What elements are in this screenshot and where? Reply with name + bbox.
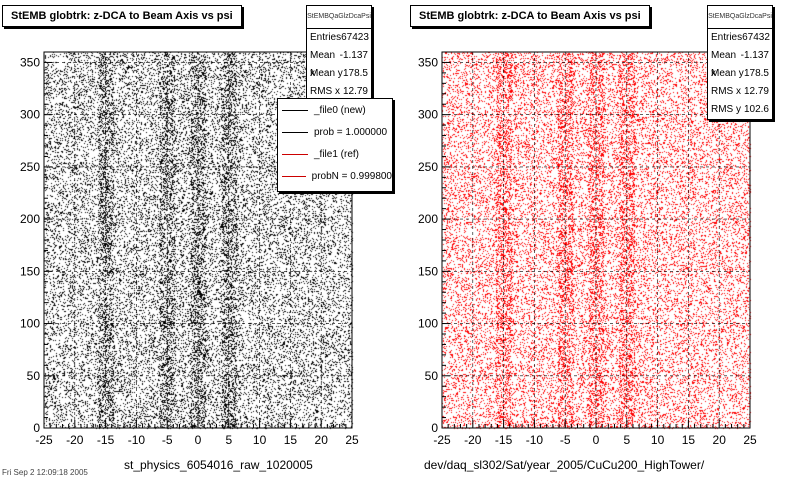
x-tick-label: 0 xyxy=(195,433,202,447)
x-tick-label: 0 xyxy=(593,433,600,447)
y-tick-label: 100 xyxy=(418,317,438,331)
x-tick-label: -10 xyxy=(128,433,146,447)
y-tick-label: 200 xyxy=(418,212,438,226)
x-tick-label: 15 xyxy=(682,433,696,447)
right-stats-box: StEMBQaGlzDcaPsi Entries 67432 Mean x -1.1… xyxy=(707,5,773,120)
left-stats-box: StEMBQaGlzDcaPsi Entries 67423 Mean x -1.1… xyxy=(306,5,372,102)
x-tick-label: -15 xyxy=(495,433,513,447)
legend-entry: _file1 (ref) xyxy=(278,143,392,165)
y-tick-label: 250 xyxy=(20,160,40,174)
x-tick-label: 20 xyxy=(713,433,727,447)
left-stats-row: Mean x -1.137 xyxy=(310,50,368,79)
y-tick-label: 100 xyxy=(20,317,40,331)
x-tick-label: 5 xyxy=(623,433,630,447)
legend-entry: probN = 0.999800 xyxy=(278,165,392,187)
y-tick-label: 200 xyxy=(20,212,40,226)
right-x-axis-label: dev/daq_sl302/Sat/year_2005/CuCu200_High… xyxy=(424,458,705,472)
left-legend: _file0 (new) prob = 1.000000 _file1 (ref… xyxy=(277,98,393,192)
legend-entry: _file0 (new) xyxy=(278,99,392,121)
x-tick-label: -25 xyxy=(35,433,53,447)
y-tick-label: 50 xyxy=(27,369,41,383)
right-stats-header: StEMBQaGlzDcaPsi xyxy=(708,6,772,29)
x-tick-label: 15 xyxy=(284,433,298,447)
y-tick-label: 350 xyxy=(418,55,438,69)
left-stats-row: Mean y 178.5 xyxy=(310,68,368,79)
x-tick-label: 20 xyxy=(315,433,329,447)
x-tick-label: -10 xyxy=(526,433,544,447)
left-x-axis-label: st_physics_6054016_raw_1020005 xyxy=(124,458,313,472)
y-tick-label: 300 xyxy=(20,108,40,122)
left-stats-row: Entries 67423 xyxy=(310,32,369,43)
x-tick-label: 10 xyxy=(253,433,267,447)
right-stats-row: Entries 67432 xyxy=(711,32,770,43)
x-tick-label: 5 xyxy=(225,433,232,447)
timestamp-text: Fri Sep 2 12:09:18 2005 xyxy=(2,468,88,477)
right-chart-title: StEMB globtrk: z-DCA to Beam Axis vs psi xyxy=(410,5,650,27)
x-tick-label: -5 xyxy=(560,433,571,447)
y-tick-label: 0 xyxy=(431,421,438,435)
y-tick-label: 150 xyxy=(418,264,438,278)
x-tick-label: 25 xyxy=(743,433,757,447)
y-tick-label: 300 xyxy=(418,108,438,122)
x-tick-label: -20 xyxy=(66,433,84,447)
x-tick-label: 25 xyxy=(345,433,359,447)
y-tick-label: 0 xyxy=(33,421,40,435)
left-chart-title: StEMB globtrk: z-DCA to Beam Axis vs psi xyxy=(2,5,242,27)
x-tick-label: -5 xyxy=(162,433,173,447)
y-tick-label: 350 xyxy=(20,55,40,69)
right-stats-row: Mean y 178.5 xyxy=(711,68,769,79)
x-tick-label: -20 xyxy=(464,433,482,447)
legend-entry: prob = 1.000000 xyxy=(278,121,392,143)
left-stats-row: RMS x 12.79 xyxy=(310,86,368,97)
legend-line xyxy=(282,175,306,177)
legend-line xyxy=(282,131,308,133)
right-stats-row: RMS y 102.6 xyxy=(711,104,769,115)
y-tick-label: 250 xyxy=(418,160,438,174)
x-tick-label: -25 xyxy=(433,433,451,447)
x-tick-label: -15 xyxy=(97,433,115,447)
right-stats-row: RMS x 12.79 xyxy=(711,86,769,97)
y-tick-label: 150 xyxy=(20,264,40,278)
y-tick-label: 50 xyxy=(425,369,439,383)
x-tick-label: 10 xyxy=(651,433,665,447)
legend-line xyxy=(282,153,308,155)
legend-line xyxy=(282,109,308,111)
left-stats-header: StEMBQaGlzDcaPsi xyxy=(307,6,371,29)
right-stats-row: Mean x -1.137 xyxy=(711,50,769,79)
